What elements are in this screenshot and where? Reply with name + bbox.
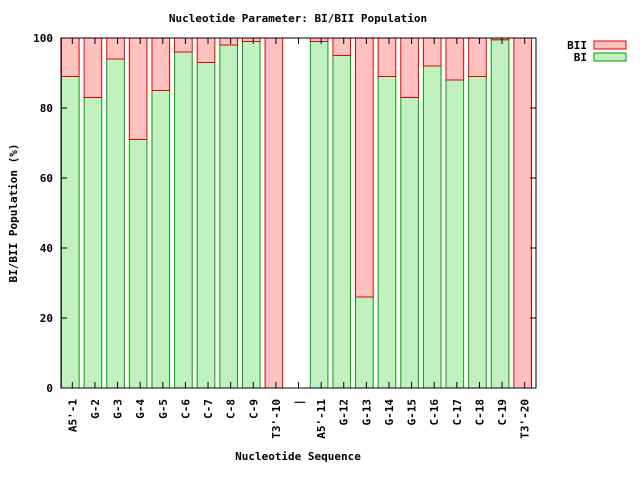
- x-tick-label: T3'-10: [270, 399, 283, 439]
- x-tick-label: G-2: [89, 399, 102, 419]
- x-axis-label: Nucleotide Sequence: [235, 450, 361, 463]
- x-tick-label: G-5: [157, 399, 170, 419]
- x-tick-label: C-18: [473, 399, 486, 426]
- chart-title: Nucleotide Parameter: BI/BII Population: [169, 12, 427, 25]
- bar-bi-11: [309, 41, 329, 389]
- bar-bi-3: [128, 139, 148, 389]
- x-tick-label: C-7: [202, 399, 215, 419]
- y-axis-label: BI/BII Population (%): [7, 143, 20, 282]
- bar-bii-6: [196, 37, 216, 63]
- bar-bii-4: [151, 37, 171, 91]
- x-tick-label: C-19: [496, 399, 509, 426]
- x-tick-label: G-12: [338, 399, 351, 426]
- bar-bii-11: [309, 37, 329, 42]
- x-tick-label: G-3: [112, 399, 125, 419]
- x-tick-label: C-16: [428, 399, 441, 426]
- x-tick-label: |: [293, 399, 306, 406]
- bar-bi-0: [61, 76, 80, 389]
- bar-bii-7: [219, 37, 238, 46]
- bar-bii-2: [106, 37, 125, 60]
- bar-bii-13: [355, 37, 374, 298]
- bar-bi-17: [445, 79, 465, 389]
- x-tick-label: T3'-20: [519, 399, 532, 439]
- bar-bi-13: [355, 296, 374, 389]
- x-tick-label: G-15: [406, 399, 419, 426]
- bar-bi-7: [219, 44, 238, 389]
- x-tick-label: G-13: [360, 399, 373, 426]
- bar-bi-6: [196, 62, 216, 389]
- bar-bi-5: [174, 51, 193, 389]
- bar-bi-16: [422, 65, 442, 389]
- x-tick-label: C-9: [247, 399, 260, 419]
- x-tick-label: C-6: [179, 399, 192, 419]
- y-tick-label: 60: [40, 172, 53, 185]
- bar-bii-15: [400, 37, 419, 98]
- x-tick-label: C-8: [225, 399, 238, 419]
- bar-bii-12: [332, 37, 352, 56]
- legend-swatch-bi: [593, 52, 627, 62]
- bar-bii-18: [468, 37, 487, 77]
- bar-bii-5: [174, 37, 193, 53]
- bar-bi-4: [151, 90, 171, 389]
- bar-bi-18: [468, 76, 487, 389]
- x-tick-label: G-14: [383, 399, 396, 426]
- bar-bii-16: [422, 37, 442, 67]
- y-tick-label: 40: [40, 242, 53, 255]
- bar-bi-1: [83, 97, 103, 389]
- x-axis: A5'-1 G-2 G-3 G-4 G-5 C-6 C-7 C-8 C-9 T3'-10 | A5'-…: [66, 38, 532, 439]
- legend-label-bii: BII: [567, 39, 587, 52]
- bar-bii-17: [445, 37, 465, 81]
- legend-label-bi: BI: [574, 51, 587, 64]
- bar-bii-20: [513, 37, 533, 389]
- bar-bi-8: [241, 41, 261, 389]
- x-tick-label: A5'-1: [66, 399, 79, 432]
- bar-bi-19: [490, 39, 510, 389]
- bar-bi-14: [377, 76, 397, 389]
- bar-bii-8: [241, 37, 261, 42]
- bar-bi-12: [332, 55, 352, 389]
- x-tick-label: G-4: [134, 399, 147, 419]
- bar-bii-9: [264, 37, 284, 389]
- bar-bii-0: [61, 37, 80, 77]
- x-tick-label: A5'-11: [315, 399, 328, 439]
- x-tick-label: C-17: [451, 399, 464, 426]
- bars-layer: [61, 37, 533, 389]
- y-tick-label: 0: [46, 382, 53, 395]
- bar-bii-3: [128, 37, 148, 140]
- y-tick-label: 80: [40, 102, 53, 115]
- bar-bii-14: [377, 37, 397, 77]
- legend-swatch-bii: [593, 40, 627, 50]
- bar-bi-15: [400, 97, 419, 389]
- y-tick-label: 100: [33, 32, 53, 45]
- bar-bi-2: [106, 58, 125, 389]
- y-axis: 0 20 40 60 80 100: [33, 32, 536, 395]
- y-tick-label: 20: [40, 312, 53, 325]
- bar-bii-1: [83, 37, 103, 98]
